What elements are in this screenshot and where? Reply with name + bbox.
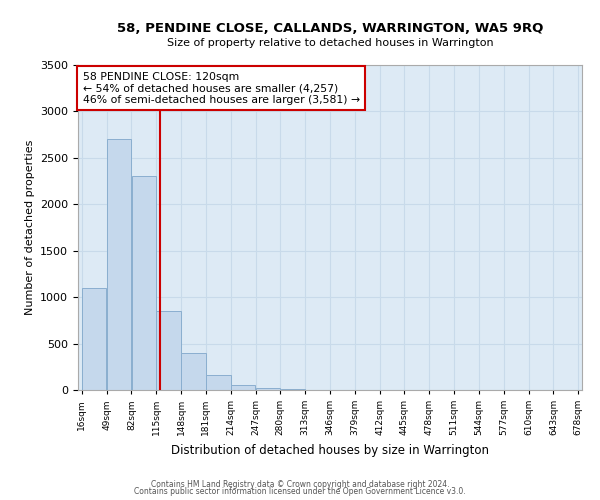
Text: Contains public sector information licensed under the Open Government Licence v3: Contains public sector information licen… — [134, 488, 466, 496]
Bar — [131, 176, 156, 390]
Bar — [82, 288, 106, 390]
Bar — [206, 375, 230, 390]
Bar — [181, 353, 206, 390]
Text: Contains HM Land Registry data © Crown copyright and database right 2024.: Contains HM Land Registry data © Crown c… — [151, 480, 449, 489]
Text: 58 PENDINE CLOSE: 120sqm
← 54% of detached houses are smaller (4,257)
46% of sem: 58 PENDINE CLOSE: 120sqm ← 54% of detach… — [83, 72, 359, 104]
Y-axis label: Number of detached properties: Number of detached properties — [25, 140, 35, 315]
Text: Size of property relative to detached houses in Warrington: Size of property relative to detached ho… — [167, 38, 493, 48]
Bar — [231, 385, 256, 390]
Bar — [256, 388, 280, 390]
Text: 58, PENDINE CLOSE, CALLANDS, WARRINGTON, WA5 9RQ: 58, PENDINE CLOSE, CALLANDS, WARRINGTON,… — [117, 22, 543, 36]
Bar — [107, 140, 131, 390]
Bar — [157, 311, 181, 390]
X-axis label: Distribution of detached houses by size in Warrington: Distribution of detached houses by size … — [171, 444, 489, 456]
